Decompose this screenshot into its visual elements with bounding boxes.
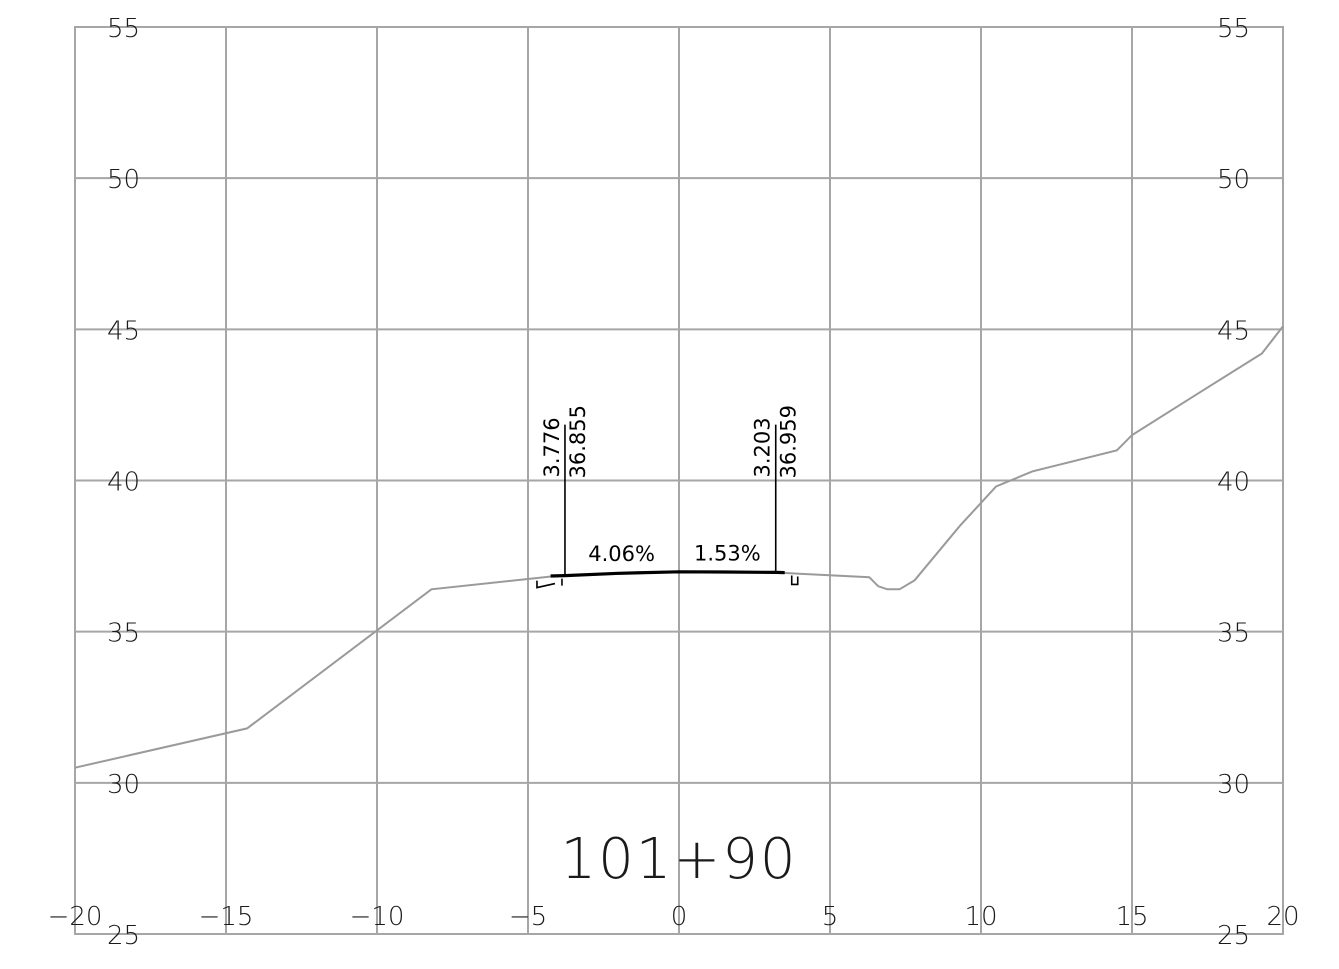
- x-tick-label: 10: [964, 902, 997, 932]
- grid-lines: [75, 27, 1283, 934]
- right-cross-slope-label: 1.53%: [694, 542, 761, 566]
- x-tick-label: 5: [822, 902, 839, 932]
- left-y-tick-label: 50: [107, 165, 140, 195]
- right-edge-bracket: [792, 575, 798, 584]
- left-edge-offset-label: 3.776: [540, 417, 564, 477]
- left-y-axis-tick-labels: 55 50 45 40 35 30 25: [107, 14, 140, 951]
- left-edge-marker: 3.776 36.855: [537, 405, 590, 588]
- right-y-tick-label: 40: [1217, 468, 1250, 498]
- right-y-tick-label: 35: [1217, 619, 1250, 649]
- x-axis-tick-labels: −20 −15 −10 −5 0 5 10 15 20: [48, 902, 1300, 932]
- x-tick-label: 15: [1115, 902, 1148, 932]
- x-tick-label: 0: [671, 902, 688, 932]
- right-y-tick-label: 25: [1217, 921, 1250, 951]
- right-y-tick-label: 30: [1217, 770, 1250, 800]
- left-y-tick-label: 30: [107, 770, 140, 800]
- right-edge-elevation-label: 36.959: [777, 405, 801, 478]
- left-edge-bracket: [537, 579, 562, 588]
- left-y-tick-label: 45: [107, 316, 140, 346]
- left-edge-elevation-label: 36.855: [566, 405, 590, 478]
- right-edge-offset-label: 3.203: [751, 417, 775, 477]
- left-y-tick-label: 40: [107, 468, 140, 498]
- x-tick-label: −10: [350, 902, 405, 932]
- left-y-tick-label: 25: [107, 921, 140, 951]
- right-y-tick-label: 55: [1217, 14, 1250, 44]
- x-tick-label: −5: [509, 902, 547, 932]
- x-tick-label: 20: [1266, 902, 1299, 932]
- left-y-tick-label: 35: [107, 619, 140, 649]
- right-y-tick-label: 50: [1217, 165, 1250, 195]
- left-y-tick-label: 55: [107, 14, 140, 44]
- finished-grade-line: [551, 572, 785, 576]
- right-y-axis-tick-labels: 55 50 45 40 35 30 25: [1217, 14, 1250, 951]
- right-y-tick-label: 45: [1217, 316, 1250, 346]
- x-tick-label: −15: [199, 902, 254, 932]
- left-cross-slope-label: 4.06%: [588, 542, 655, 566]
- x-tick-label: −20: [48, 902, 103, 932]
- station-label: 101+90: [560, 827, 797, 892]
